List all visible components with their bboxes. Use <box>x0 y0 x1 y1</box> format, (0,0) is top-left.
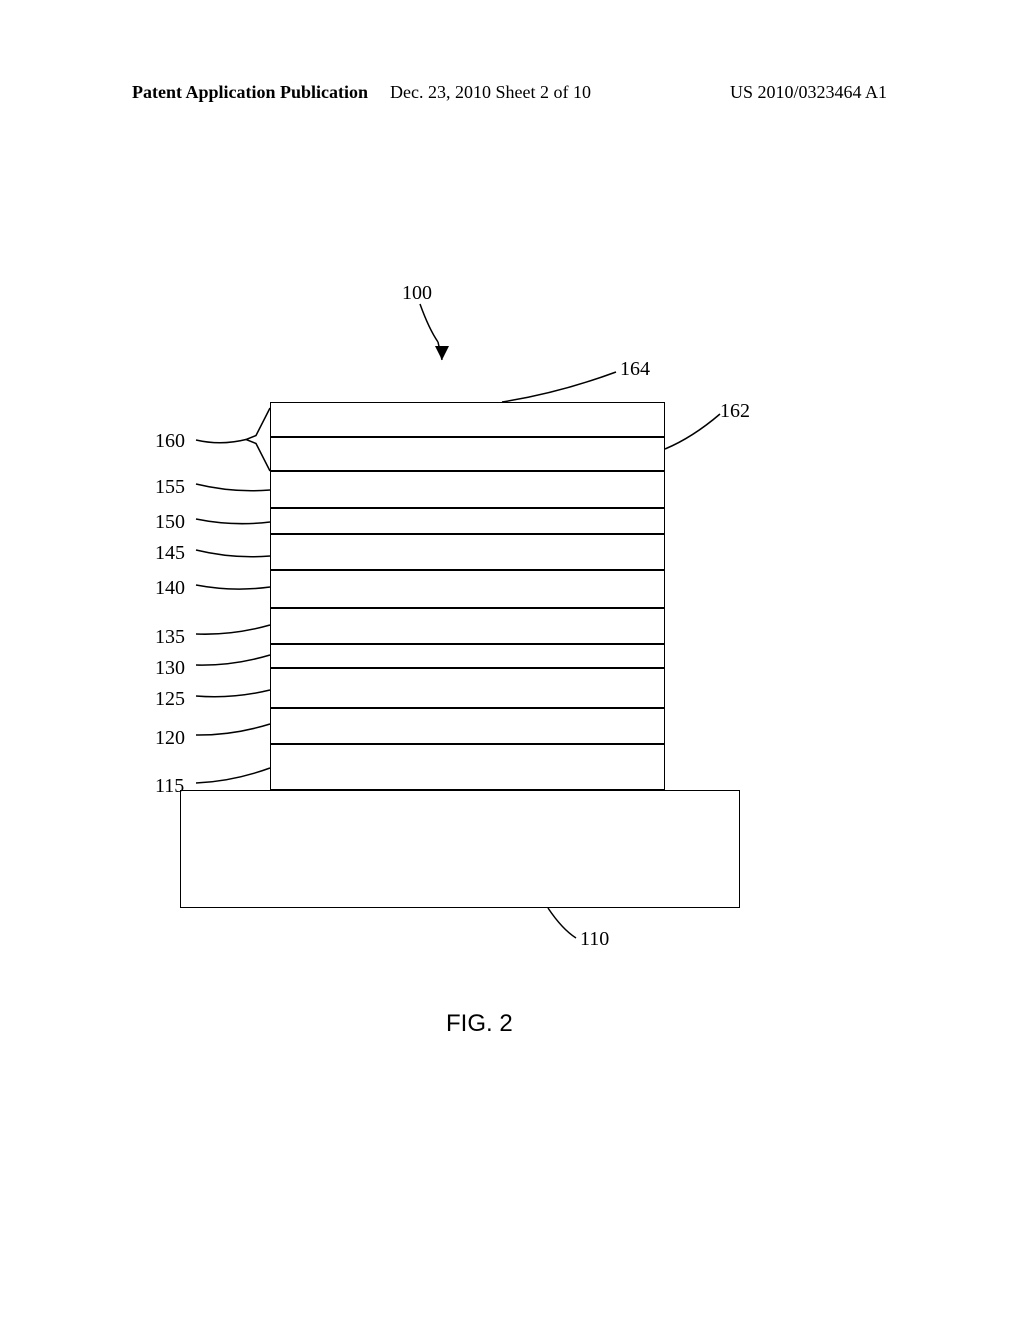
layer-135 <box>270 608 665 644</box>
layer-162 <box>270 437 665 471</box>
ref-label-145: 145 <box>155 542 185 565</box>
ref-label-150: 150 <box>155 511 185 534</box>
layer-145 <box>270 534 665 570</box>
layer-115 <box>270 744 665 790</box>
ref-label-115: 115 <box>155 775 184 798</box>
ref-label-130: 130 <box>155 657 185 680</box>
ref-label-100: 100 <box>402 282 432 305</box>
layer-110-substrate <box>180 790 740 908</box>
ref-label-155: 155 <box>155 476 185 499</box>
ref-label-162: 162 <box>720 400 750 423</box>
layer-140 <box>270 570 665 608</box>
layer-155 <box>270 471 665 508</box>
ref-label-135: 135 <box>155 626 185 649</box>
layer-120 <box>270 708 665 744</box>
figure-caption: FIG. 2 <box>446 1010 513 1038</box>
ref-label-140: 140 <box>155 577 185 600</box>
ref-label-110: 110 <box>580 928 609 951</box>
layer-150 <box>270 508 665 534</box>
ref-label-160: 160 <box>155 430 185 453</box>
ref-label-125: 125 <box>155 688 185 711</box>
figure-2-diagram: 100 160 155 150 145 140 135 130 125 120 115 164 162 1… <box>0 0 1024 1320</box>
layer-164 <box>270 402 665 437</box>
layer-130 <box>270 644 665 668</box>
ref-label-164: 164 <box>620 358 650 381</box>
ref-label-120: 120 <box>155 727 185 750</box>
layer-125 <box>270 668 665 708</box>
